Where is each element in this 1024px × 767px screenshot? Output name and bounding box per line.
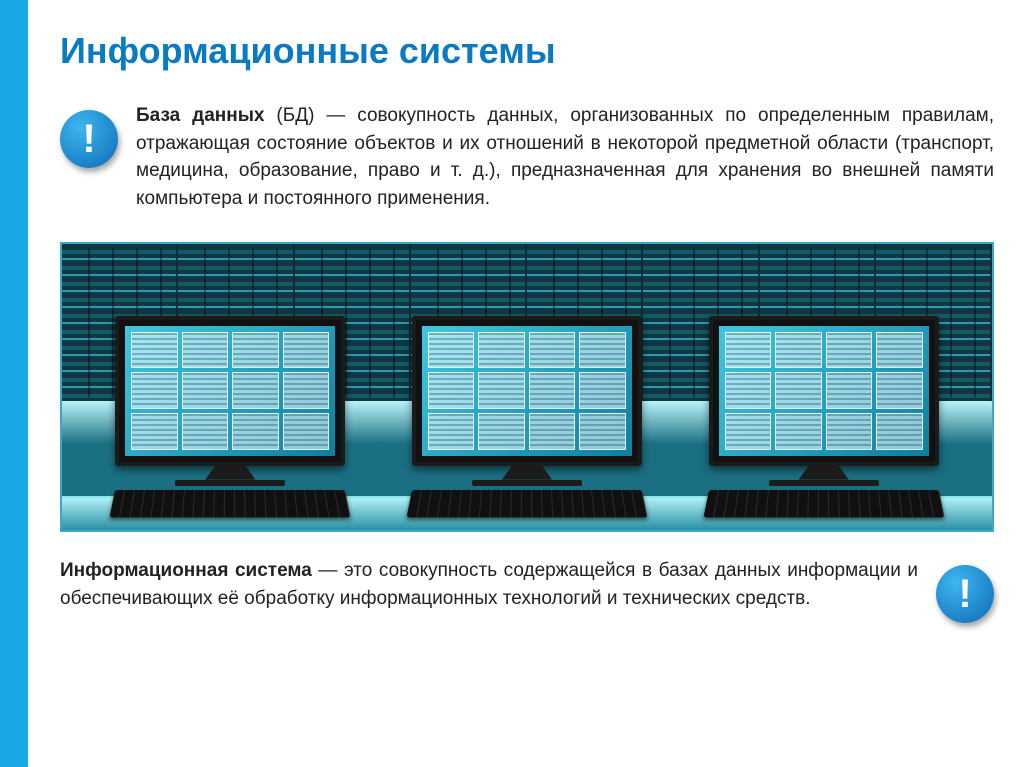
exclamation-icon: !	[936, 565, 994, 623]
slide-content: Информационные системы ! База данных (БД…	[60, 30, 994, 643]
monitor-stand	[502, 466, 552, 480]
keyboard	[406, 490, 647, 517]
definition-1-body: (БД) — совокупность данных, организованн…	[136, 105, 994, 209]
workstations-row	[62, 344, 992, 521]
workstation	[100, 316, 360, 522]
workstation	[694, 316, 954, 522]
monitor-screen	[719, 326, 929, 456]
monitor-base	[769, 480, 879, 486]
monitor	[709, 316, 939, 466]
monitor-stand	[799, 466, 849, 480]
workstation	[397, 316, 657, 522]
monitor-base	[175, 480, 285, 486]
definition-2-text: Информационная система — это совокупност…	[60, 557, 918, 612]
monitor-stand	[205, 466, 255, 480]
server-room-illustration	[60, 242, 994, 532]
monitor	[412, 316, 642, 466]
keyboard	[110, 490, 351, 517]
monitor-screen	[125, 326, 335, 456]
definition-1-term: База данных	[136, 105, 265, 126]
monitor-base	[472, 480, 582, 486]
monitor	[115, 316, 345, 466]
definition-1-block: ! База данных (БД) — совокупность данных…	[60, 102, 994, 212]
keyboard	[703, 490, 944, 517]
page-title: Информационные системы	[60, 30, 994, 72]
side-stripe	[0, 0, 28, 767]
monitor-screen	[422, 326, 632, 456]
definition-2-term: Информационная система	[60, 560, 312, 581]
definition-1-text: База данных (БД) — совокупность данных, …	[136, 102, 994, 212]
exclamation-icon: !	[60, 110, 118, 168]
definition-2-block: ! Информационная система — это совокупно…	[60, 557, 994, 623]
